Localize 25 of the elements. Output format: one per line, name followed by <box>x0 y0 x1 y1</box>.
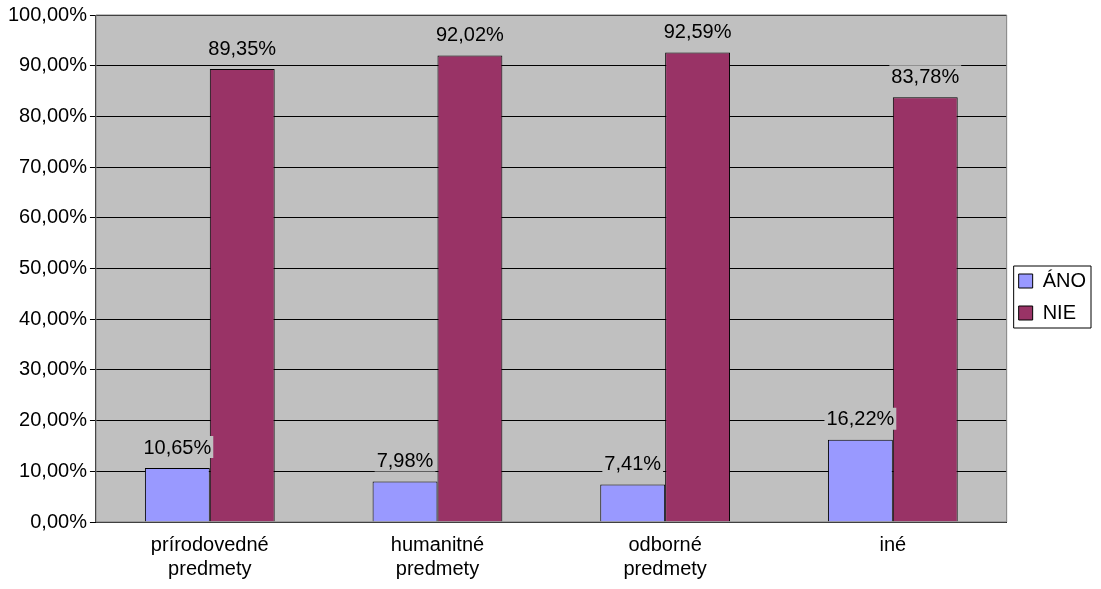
x-tick-label: prírodovedné predmety <box>150 532 269 579</box>
x-tick-label: iné <box>879 532 907 555</box>
data-label: 10,65% <box>143 435 212 458</box>
y-tick-label: 100,00% <box>7 2 88 25</box>
data-label: 92,59% <box>663 20 732 43</box>
data-label: 7,41% <box>604 451 662 474</box>
y-tick-label: 0,00% <box>30 509 88 532</box>
data-label: 16,22% <box>826 407 895 430</box>
y-tick-label: 50,00% <box>19 256 88 279</box>
y-tick-label: 90,00% <box>19 53 88 76</box>
x-tick-label: odborné predmety <box>623 532 707 579</box>
x-tick-label: humanitné predmety <box>390 532 485 579</box>
y-tick-label: 70,00% <box>19 154 88 177</box>
y-tick-label: 20,00% <box>19 408 88 431</box>
y-tick-label: 60,00% <box>19 205 88 228</box>
y-tick-label: 10,00% <box>19 458 88 481</box>
y-tick-label: 40,00% <box>19 306 88 329</box>
data-label: 83,78% <box>891 64 960 87</box>
y-tick-label: 80,00% <box>19 103 88 126</box>
data-label: 7,98% <box>376 449 434 472</box>
legend-label: NIE <box>1042 300 1076 323</box>
legend-label: ÁNO <box>1042 268 1086 291</box>
data-label: 89,35% <box>208 36 277 59</box>
data-label: 92,02% <box>435 22 505 45</box>
y-tick-label: 30,00% <box>19 357 88 380</box>
